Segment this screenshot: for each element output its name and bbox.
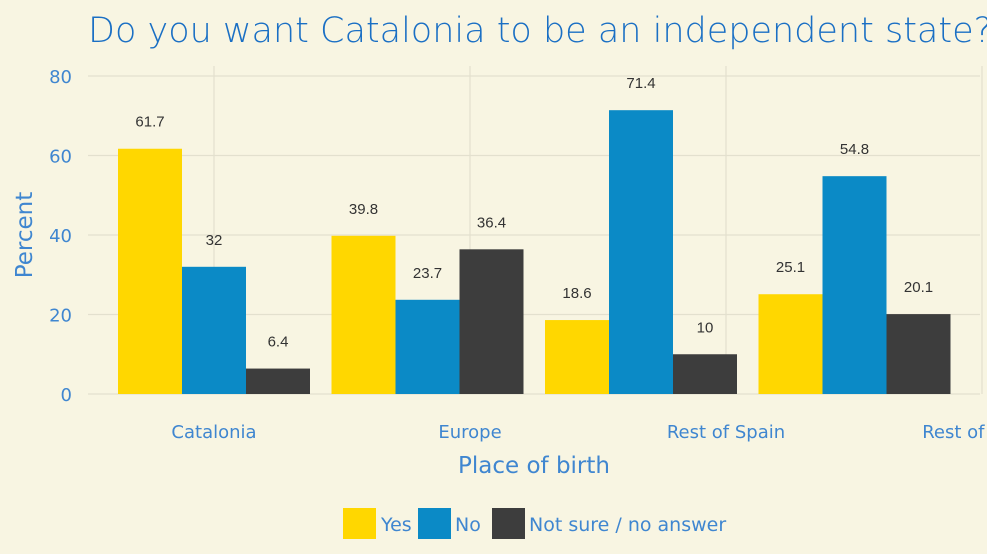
bar-3-2 — [886, 314, 951, 394]
y-tick-label-40: 40 — [49, 226, 72, 247]
x-tick-label-1: Europe — [438, 422, 501, 443]
bar-2-2 — [673, 354, 737, 394]
bar-3-1 — [822, 176, 887, 394]
legend-label-2: Not sure / no answer — [529, 514, 726, 536]
y-axis-label: Percent — [12, 192, 38, 279]
x-axis-ticks: Catalonia Europe Rest of Spain Rest of Worl… — [171, 422, 987, 443]
data-label-2-1: 71.4 — [626, 75, 655, 92]
x-tick-label-2: Rest of Spain — [667, 422, 785, 443]
bar-0-2 — [246, 368, 310, 394]
legend-swatch-0 — [343, 508, 376, 539]
legend: Yes No Not sure / no answer — [343, 508, 726, 539]
bar-1-0 — [331, 235, 396, 394]
y-tick-label-0: 0 — [61, 385, 72, 406]
data-labels: 61.7 32 6.4 39.8 23.7 36.4 18.6 71.4 10 25.1 54.8 2… — [135, 75, 933, 350]
bar-0-0 — [118, 148, 182, 394]
data-label-1-0: 39.8 — [349, 201, 378, 218]
x-tick-label-0: Catalonia — [171, 422, 256, 443]
data-label-2-2: 10 — [697, 319, 714, 336]
data-label-0-1: 32 — [206, 232, 223, 249]
data-label-1-2: 36.4 — [477, 214, 506, 231]
data-label-0-0: 61.7 — [135, 114, 164, 131]
data-label-0-2: 6.4 — [268, 334, 289, 351]
data-label-1-1: 23.7 — [413, 265, 442, 282]
legend-label-0: Yes — [380, 514, 412, 536]
data-label-3-2: 20.1 — [904, 279, 933, 296]
bar-2-1 — [609, 110, 673, 394]
y-tick-label-20: 20 — [49, 306, 72, 327]
x-axis-label: Place of birth — [458, 453, 610, 479]
bar-0-1 — [182, 266, 246, 394]
y-tick-label-80: 80 — [49, 67, 72, 88]
bar-3-0 — [758, 294, 823, 394]
data-label-3-1: 54.8 — [840, 141, 869, 158]
legend-swatch-2 — [492, 508, 525, 539]
data-label-3-0: 25.1 — [776, 259, 805, 276]
bar-1-1 — [395, 299, 460, 394]
x-tick-label-3: Rest of World — [922, 422, 987, 443]
bar-1-2 — [459, 249, 524, 394]
bar-2-0 — [545, 320, 609, 394]
chart-title: Do you want Catalonia to be an independe… — [88, 11, 987, 51]
legend-label-1: No — [455, 514, 481, 536]
bars — [118, 110, 951, 394]
y-axis-ticks: 0 20 40 60 80 — [49, 67, 72, 406]
legend-swatch-1 — [418, 508, 451, 539]
y-tick-label-60: 60 — [49, 147, 72, 168]
data-label-2-0: 18.6 — [562, 285, 591, 302]
